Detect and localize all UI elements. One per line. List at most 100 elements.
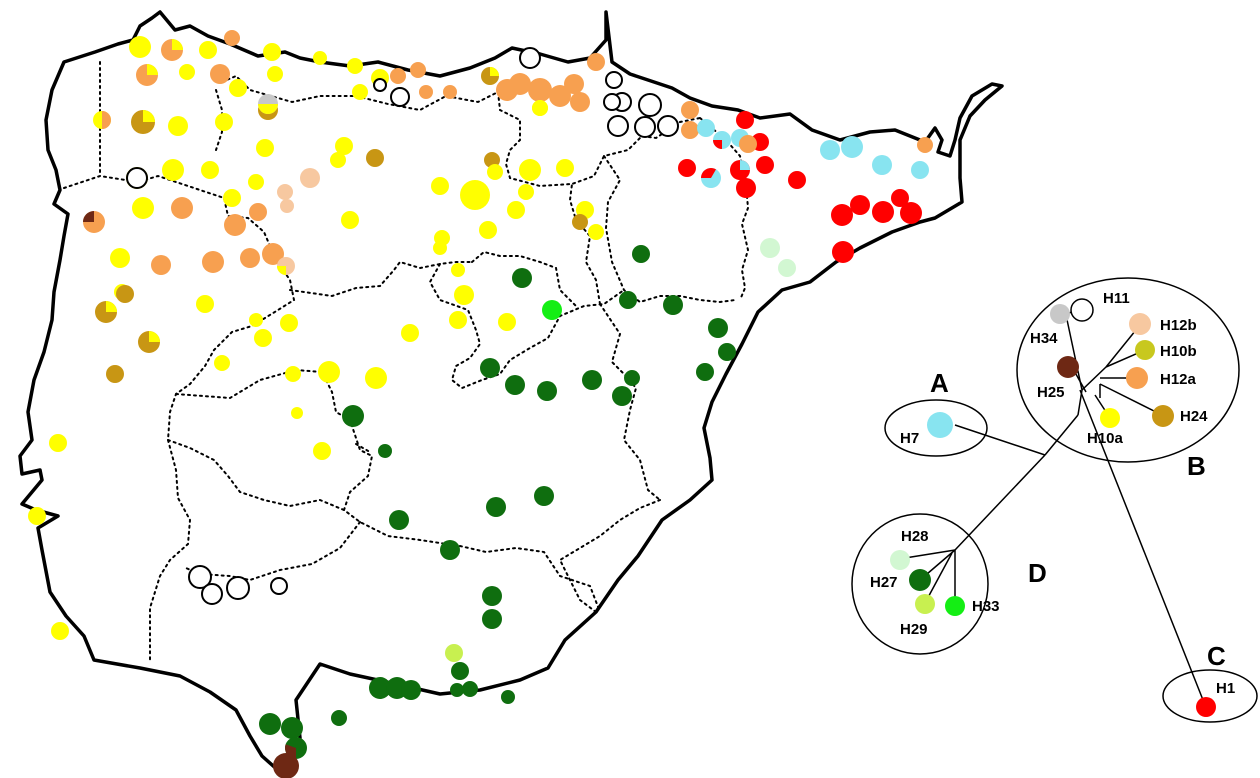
sample-point-h27 [537, 381, 557, 401]
sample-point-h10a [518, 184, 534, 200]
sample-point-h10a [479, 221, 497, 239]
sample-point-h1 [788, 171, 806, 189]
sample-point-h10a [365, 367, 387, 389]
sample-point-h1 [756, 156, 774, 174]
sample-point-h11 [390, 87, 410, 107]
sample-wedge-h7 [740, 160, 750, 170]
sample-wedge-h10a [143, 110, 155, 122]
sample-point-h7 [911, 161, 929, 179]
label-h33: H33 [972, 598, 1000, 615]
sample-point-h10a [196, 295, 214, 313]
sample-point-h27 [389, 510, 409, 530]
sample-point-h10a [229, 79, 247, 97]
group-label-c: C [1207, 641, 1226, 671]
sample-point-h24 [366, 149, 384, 167]
sample-point-h27 [401, 680, 421, 700]
sample-point-h27 [378, 444, 392, 458]
sample-point-h11 [373, 78, 387, 92]
sample-wedge-h12a [102, 111, 111, 129]
sample-point-h1 [736, 111, 754, 129]
sample-point-h24 [484, 152, 500, 168]
sample-point-h24 [572, 214, 588, 230]
group-d-ellipse [851, 513, 989, 655]
sample-point-h1 [832, 241, 854, 263]
sample-point-h11 [634, 116, 656, 138]
sample-point-h12a [509, 73, 531, 95]
sample-wedge-h10a [106, 301, 117, 312]
sample-point-h24 [116, 285, 134, 303]
sample-point-h10a [588, 224, 604, 240]
label-h12b: H12b [1160, 317, 1197, 334]
sample-point-h12a [210, 64, 230, 84]
sample-point-h27 [480, 358, 500, 378]
sample-point-h10a [214, 355, 230, 371]
sample-point-h12a [224, 214, 246, 236]
sample-point-h10a [487, 164, 503, 180]
label-h28: H28 [901, 528, 929, 545]
sample-point-h10a [280, 314, 298, 332]
sample-point-h12a [240, 248, 260, 268]
sample-point-h27 [624, 370, 640, 386]
sample-point-h28 [760, 238, 780, 258]
sample-point-h27 [451, 662, 469, 680]
sample-point-h27 [718, 343, 736, 361]
sample-point-h12a [171, 197, 193, 219]
sample-point-h25 [273, 753, 299, 778]
node-h12a [1126, 367, 1148, 389]
sample-point-h10a [162, 159, 184, 181]
sample-wedge-h10a [277, 266, 286, 275]
sample-point-h12a [202, 251, 224, 273]
sample-point-h10a [556, 159, 574, 177]
label-h12a: H12a [1160, 371, 1197, 388]
sample-wedge-h25 [285, 744, 296, 759]
sample-point-h27 [696, 363, 714, 381]
label-h34: H34 [1030, 330, 1058, 347]
sample-point-h27 [281, 717, 303, 739]
haplotype-network [904, 307, 1206, 706]
sample-point-h11 [519, 47, 541, 69]
sample-point-h10a [460, 180, 490, 210]
sample-point-h27 [342, 405, 364, 427]
sample-point-h10a [263, 43, 281, 61]
sample-point-h10a [267, 66, 283, 82]
sample-point-h12a [151, 255, 171, 275]
sample-point-h28 [778, 259, 796, 277]
sample-point-h10a [313, 442, 331, 460]
sample-point-h10a [248, 174, 264, 190]
sample-point-h12b [280, 199, 294, 213]
regional-boundaries [63, 61, 750, 661]
sample-point-h10a [347, 58, 363, 74]
sample-point-h11 [638, 93, 662, 117]
sample-point-h12a [681, 121, 699, 139]
sample-point-h12a [528, 78, 552, 102]
sample-point-h12a [249, 203, 267, 221]
sample-wedge-h1 [713, 140, 722, 149]
sample-point-h10a [352, 84, 368, 100]
sample-point-h12b [277, 184, 293, 200]
label-h24: H24 [1180, 408, 1208, 425]
label-h7: H7 [900, 430, 919, 447]
sample-point-h27 [462, 681, 478, 697]
sample-point-h1 [850, 195, 870, 215]
sample-point-h1 [872, 201, 894, 223]
sample-point-h11 [126, 167, 148, 189]
group-a-ellipse [884, 399, 988, 457]
sample-point-h7 [697, 119, 715, 137]
sample-point-h10a [431, 177, 449, 195]
sample-point-h10a [433, 241, 447, 255]
sample-point-h27 [632, 245, 650, 263]
node-h11 [1070, 298, 1094, 322]
sample-point-h12a [262, 243, 284, 265]
sample-point-h1 [736, 178, 756, 198]
sample-point-h27 [440, 540, 460, 560]
node-h33 [945, 596, 965, 616]
sample-point-h1 [891, 189, 909, 207]
sample-point-h10a [313, 51, 327, 65]
sample-point-h1 [831, 204, 853, 226]
node-h7 [927, 412, 953, 438]
sample-point-h11 [657, 115, 679, 137]
sample-point-h10a [341, 211, 359, 229]
sample-point-h10a [215, 113, 233, 131]
node-h34 [1050, 304, 1070, 324]
peninsula-outline [18, 10, 1004, 774]
